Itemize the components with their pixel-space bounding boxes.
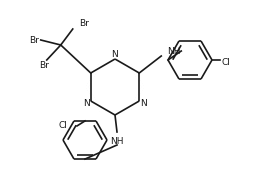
Text: N: N — [83, 99, 90, 108]
Text: Br: Br — [29, 36, 39, 45]
Text: NH: NH — [167, 46, 181, 56]
Text: Cl: Cl — [58, 121, 67, 130]
Text: Br: Br — [39, 60, 48, 70]
Text: Br: Br — [79, 18, 89, 28]
Text: Cl: Cl — [222, 58, 231, 66]
Text: N: N — [112, 50, 118, 58]
Text: N: N — [140, 99, 147, 108]
Text: NH: NH — [110, 137, 124, 146]
